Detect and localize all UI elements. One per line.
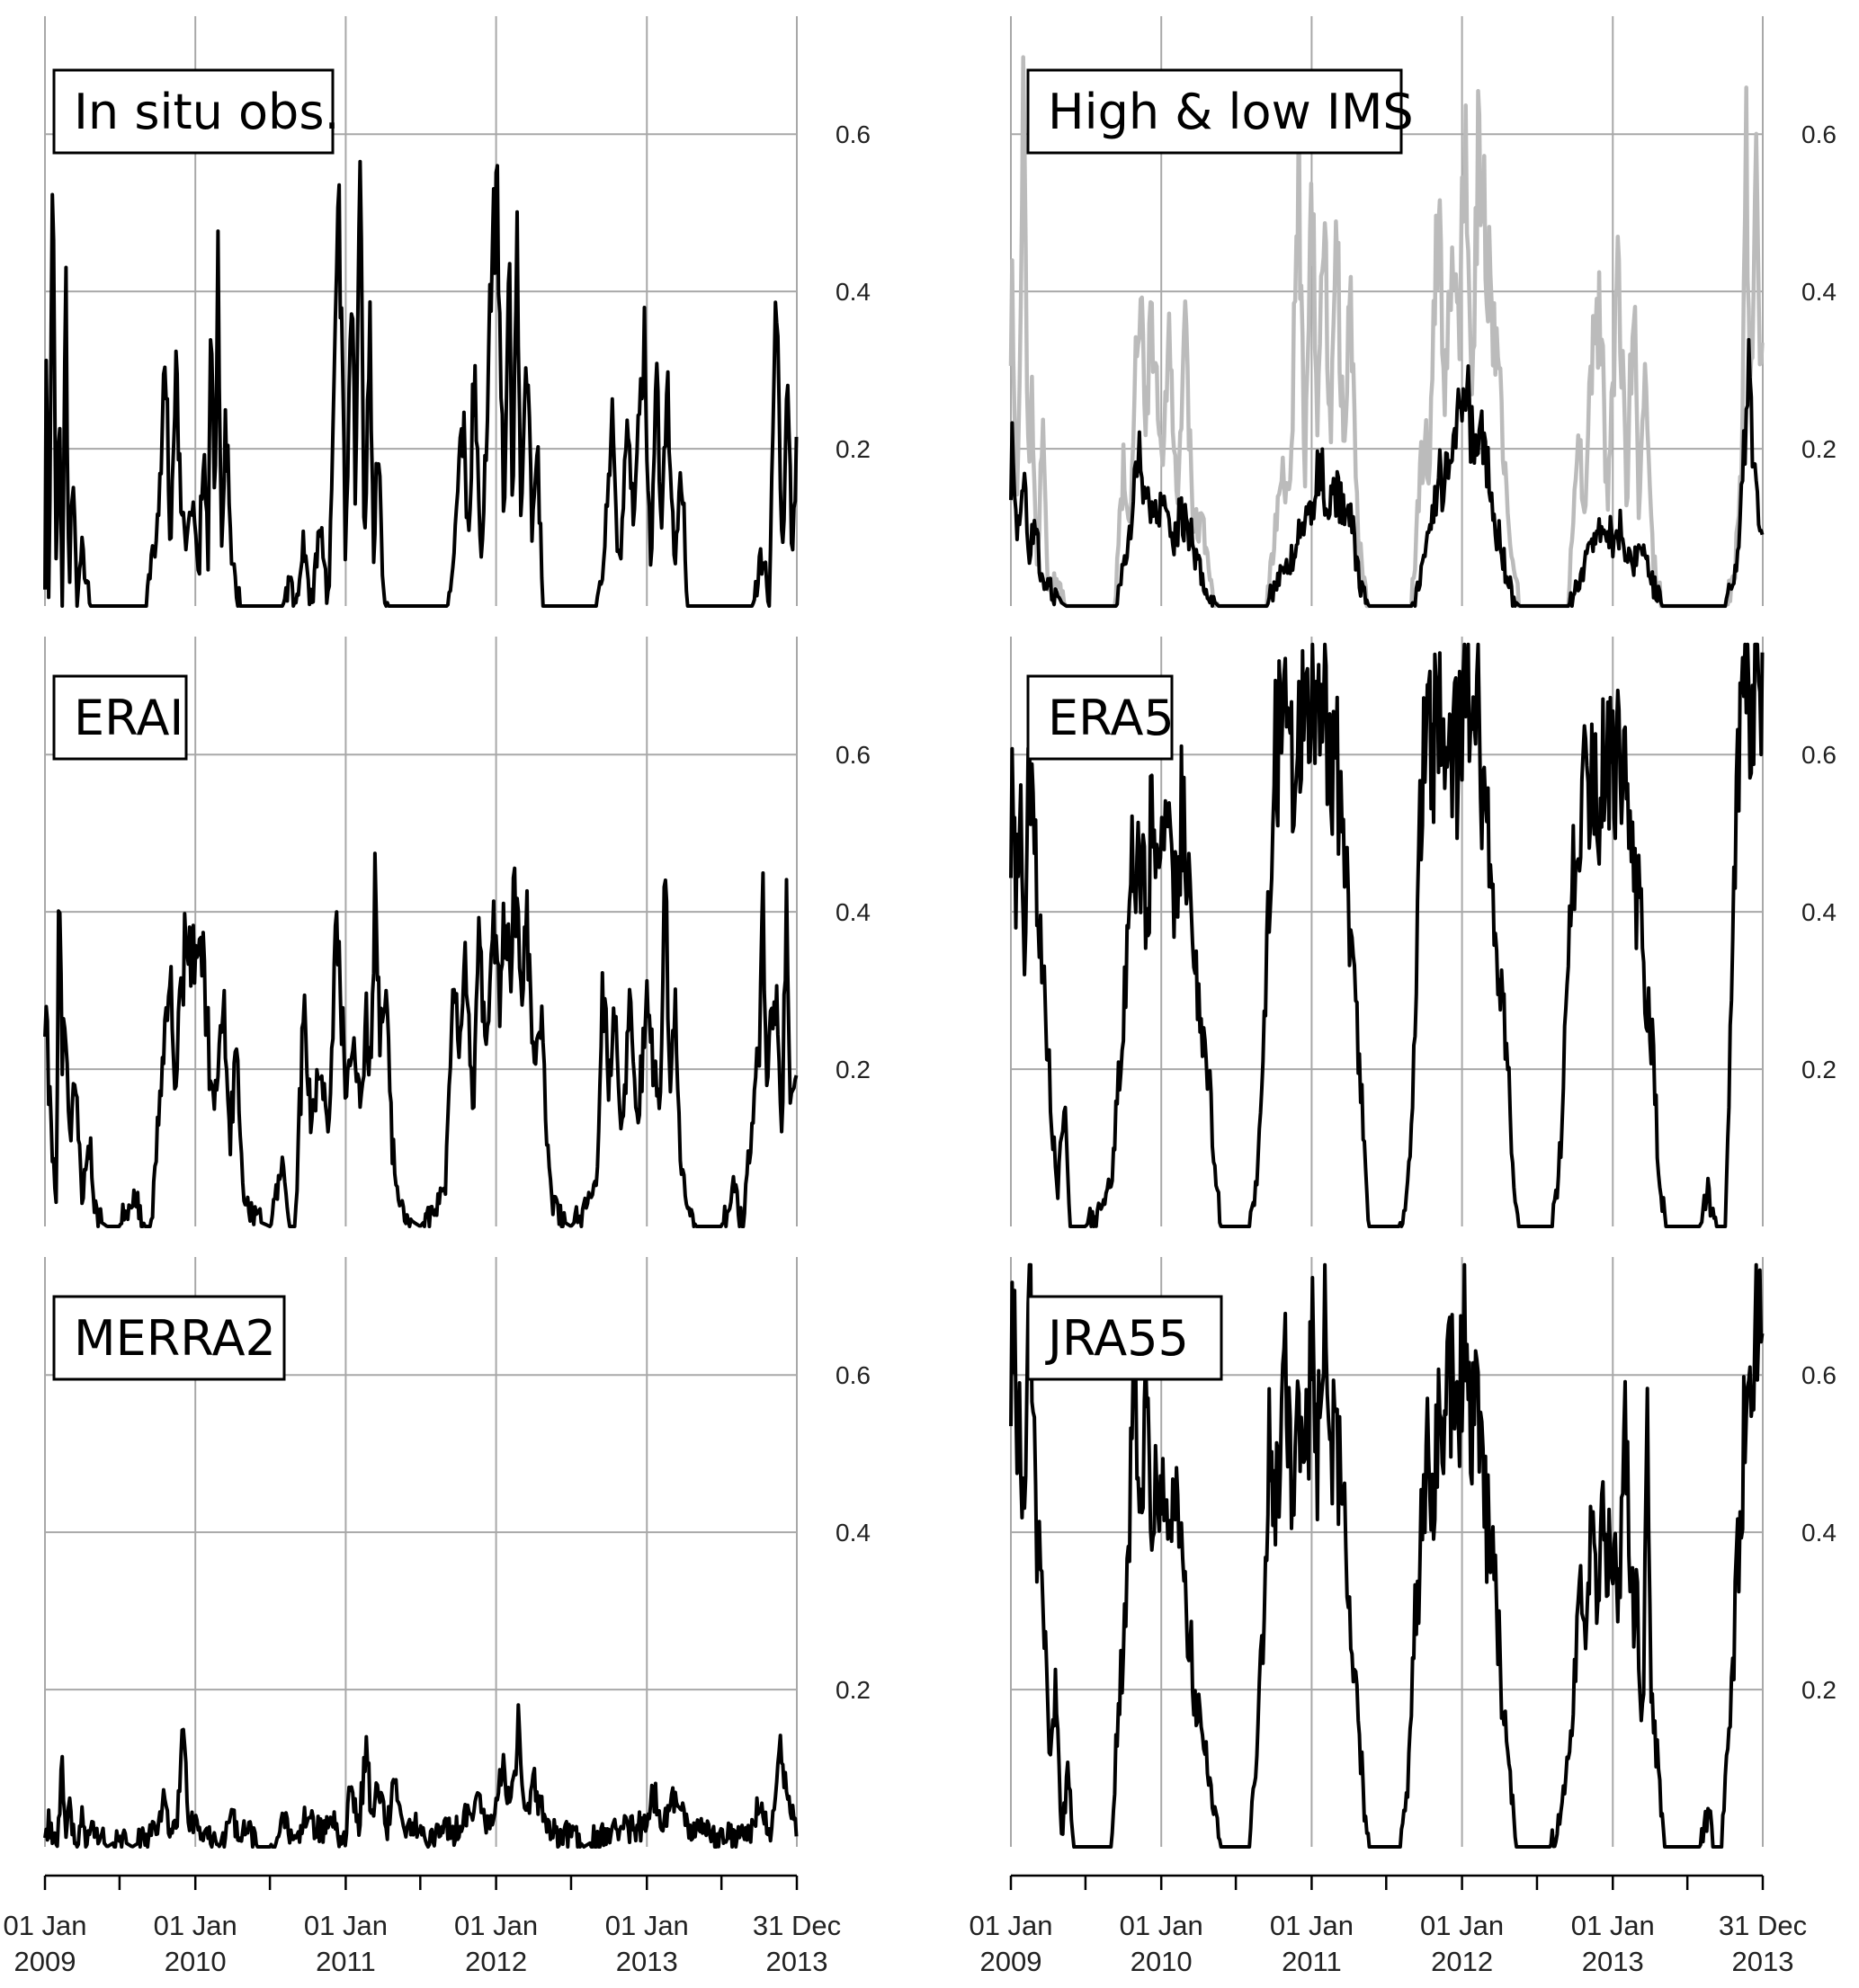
panel-title-box xyxy=(52,68,335,155)
x-tick-label-year: 2012 xyxy=(1431,1946,1493,1977)
y-tick-label: 0.2 xyxy=(1801,1676,1837,1704)
y-tick-label: 0.4 xyxy=(1801,898,1837,926)
y-tick-label: 0.2 xyxy=(836,435,871,463)
panel-3: 0.2 0.4 0.6 ERAI xyxy=(43,637,871,1228)
x-tick-label-year: 2013 xyxy=(1732,1946,1794,1977)
y-tick-label: 0.4 xyxy=(836,278,871,306)
series-line xyxy=(43,159,799,608)
panel-title: ERAI xyxy=(74,690,183,746)
y-tick-label: 0.6 xyxy=(836,741,871,769)
x-tick-label-date: 01 Jan xyxy=(3,1910,86,1941)
panel-title: JRA55 xyxy=(1045,1310,1189,1367)
x-tick-label-year: 2011 xyxy=(1282,1946,1342,1977)
x-tick-label-year: 2013 xyxy=(616,1946,678,1977)
y-tick-label: 0.6 xyxy=(1801,120,1837,148)
panel-title-box xyxy=(52,674,188,761)
x-tick-label-date: 01 Jan xyxy=(1571,1910,1655,1941)
x-tick-label-year: 2012 xyxy=(465,1946,527,1977)
panel-2: 0.2 0.4 0.6 High & low IMS xyxy=(1008,16,1837,609)
x-axis-1: 01 Jan 2009 01 Jan 2010 01 Jan 2011 01 Jan 2012… xyxy=(3,1874,841,1977)
x-tick-label-date: 01 Jan xyxy=(969,1910,1052,1941)
panel-title: In situ obs. xyxy=(74,84,340,140)
y-tick-label: 0.6 xyxy=(836,1361,871,1389)
x-tick-label-date: 01 Jan xyxy=(605,1910,689,1941)
panel-4: 0.2 0.4 0.6 ERA5 xyxy=(1009,637,1837,1228)
panel-title: ERA5 xyxy=(1048,690,1175,746)
x-tick-label-year: 2009 xyxy=(14,1946,76,1977)
panel-title-box xyxy=(52,1295,286,1381)
panel-title-box xyxy=(1026,1295,1223,1381)
x-tick-label-year: 2013 xyxy=(1582,1946,1644,1977)
x-tick-label-date: 01 Jan xyxy=(304,1910,388,1941)
y-tick-label: 0.6 xyxy=(1801,1361,1837,1389)
y-tick-label: 0.4 xyxy=(1801,1519,1837,1547)
panel-title: High & low IMS xyxy=(1048,84,1414,140)
y-tick-label: 0.2 xyxy=(836,1056,871,1083)
y-tick-label: 0.2 xyxy=(836,1676,871,1704)
y-tick-label: 0.2 xyxy=(1801,1056,1837,1083)
panel-6: 0.2 0.4 0.6 JRA55 xyxy=(1009,1257,1837,1849)
x-tick-label-year: 2010 xyxy=(165,1946,227,1977)
panel-1: 0.2 0.4 0.6 In situ obs. xyxy=(43,16,871,608)
x-tick-label-date: 01 Jan xyxy=(154,1910,237,1941)
x-axis-2: 01 Jan 2009 01 Jan 2010 01 Jan 2011 01 Jan 2012… xyxy=(969,1874,1807,1977)
panel-5: 0.2 0.4 0.6 MERRA2 xyxy=(43,1257,871,1849)
series-line xyxy=(43,851,799,1228)
series-line xyxy=(1009,337,1765,608)
panel-title-box xyxy=(1026,68,1403,155)
y-tick-label: 0.6 xyxy=(836,120,871,148)
x-tick-label-year: 2009 xyxy=(980,1946,1042,1977)
y-tick-label: 0.4 xyxy=(836,898,871,926)
series-line xyxy=(1009,1262,1765,1849)
x-tick-label-date: 01 Jan xyxy=(1120,1910,1203,1941)
y-tick-label: 0.6 xyxy=(1801,741,1837,769)
series-line xyxy=(1009,642,1765,1228)
x-tick-label-year: 2011 xyxy=(316,1946,376,1977)
x-tick-label-year: 2010 xyxy=(1131,1946,1193,1977)
y-tick-label: 0.2 xyxy=(1801,435,1837,463)
y-tick-label: 0.4 xyxy=(1801,278,1837,306)
panel-title: MERRA2 xyxy=(74,1310,276,1367)
series-line xyxy=(43,1703,799,1849)
x-tick-label-date: 01 Jan xyxy=(1270,1910,1354,1941)
x-tick-label-date: 01 Jan xyxy=(454,1910,538,1941)
panel-title-box xyxy=(1026,674,1174,761)
y-tick-label: 0.4 xyxy=(836,1519,871,1547)
x-tick-label-date: 31 Dec xyxy=(753,1910,841,1941)
x-tick-label-year: 2013 xyxy=(766,1946,828,1977)
x-tick-label-date: 01 Jan xyxy=(1420,1910,1504,1941)
x-tick-label-date: 31 Dec xyxy=(1719,1910,1807,1941)
